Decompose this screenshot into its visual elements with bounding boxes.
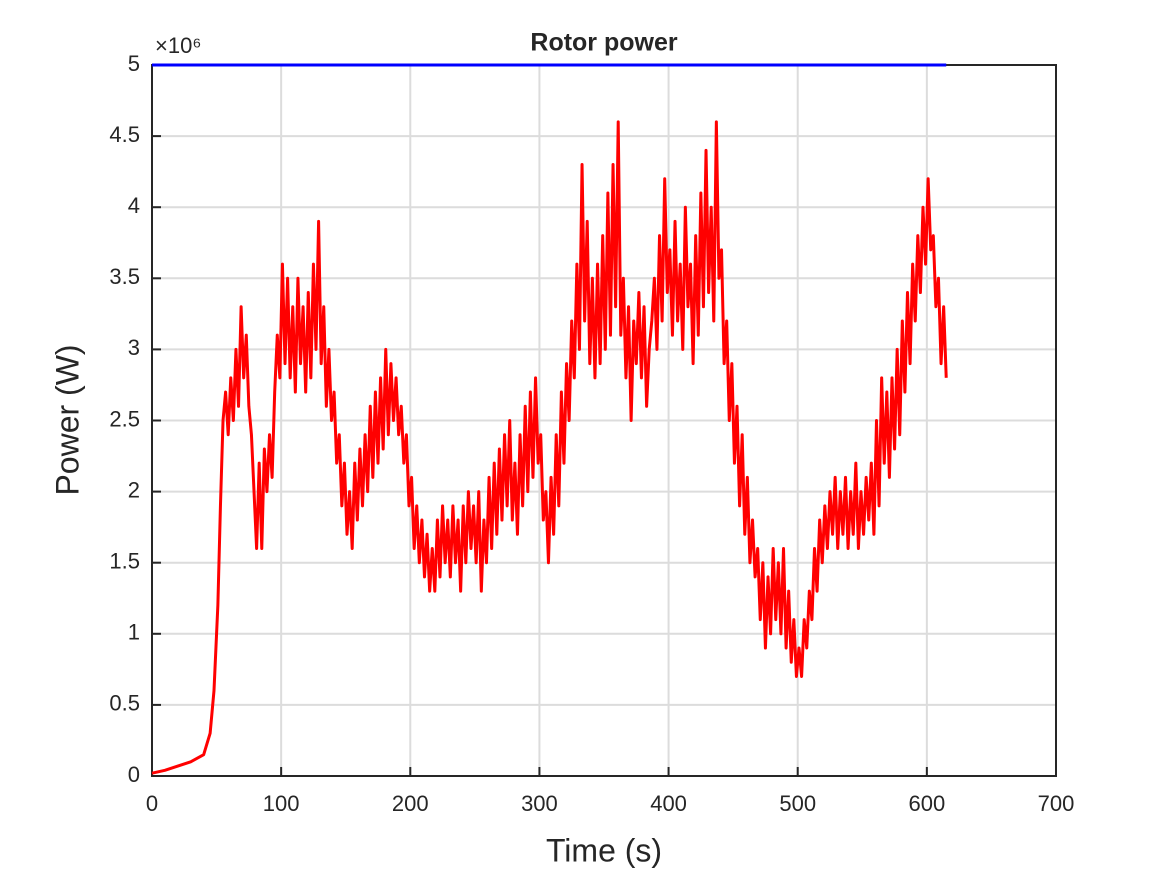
y-tick-label: 5: [128, 51, 140, 76]
x-tick-label: 200: [392, 791, 429, 816]
x-tick-label: 500: [779, 791, 816, 816]
x-tick-label: 0: [146, 791, 158, 816]
x-tick-label: 600: [908, 791, 945, 816]
y-tick-label: 4: [128, 193, 140, 218]
y-tick-label: 2.5: [109, 406, 140, 431]
y-tick-label: 0: [128, 762, 140, 787]
x-tick-label: 400: [650, 791, 687, 816]
y-tick-label: 0.5: [109, 691, 140, 716]
x-tick-label: 700: [1038, 791, 1075, 816]
y-axis-label: Power (W): [49, 344, 85, 495]
y-tick-label: 1: [128, 620, 140, 645]
x-axis-label: Time (s): [546, 832, 662, 868]
y-multiplier: ×10⁶: [155, 33, 201, 58]
y-tick-label: 2: [128, 477, 140, 502]
data-line: [151, 120, 948, 775]
x-tick-label: 300: [521, 791, 558, 816]
y-tick-label: 3.5: [109, 264, 140, 289]
chart-title: Rotor power: [530, 29, 677, 57]
y-tick-label: 3: [128, 335, 140, 360]
y-tick-label: 4.5: [109, 122, 140, 147]
y-tick-label: 1.5: [109, 549, 140, 574]
x-tick-label: 100: [263, 791, 300, 816]
